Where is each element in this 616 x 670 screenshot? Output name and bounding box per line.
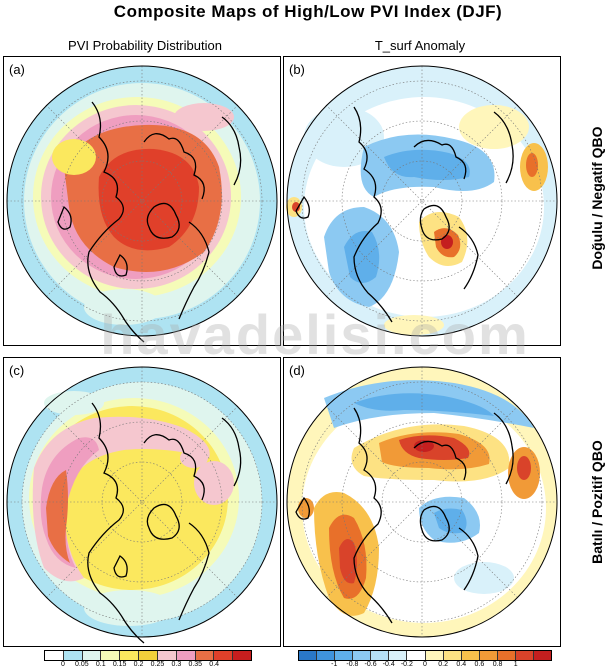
panel-d-label: (d)	[289, 363, 305, 378]
colorbar-pvi-swatch	[233, 651, 251, 660]
watermark: havadelisi.com	[100, 303, 530, 366]
colorbar-pvi-swatch	[139, 651, 158, 660]
colorbar-pvi-tick-label: 0.15	[112, 661, 127, 668]
colorbar-pvi-swatch	[45, 651, 64, 660]
panel-c-label: (c)	[9, 363, 25, 378]
colorbar-tsurf-tick-label: 0.2	[438, 661, 449, 668]
colorbar-pvi-probability	[44, 650, 252, 661]
colorbar-pvi-swatch	[120, 651, 140, 660]
colorbar-tsurf-tick-label: -0.8	[346, 661, 359, 668]
colorbar-pvi-tick-label: 0.2	[133, 661, 144, 668]
colorbar-pvi-swatch	[157, 651, 177, 660]
panel-a-pvi-probability: (a)	[3, 56, 281, 346]
colorbar-tsurf-swatch	[353, 651, 372, 660]
colorbar-pvi-ticks: 0 0.05 0.1 0.15 0.2 0.25 0.3 0.35 0.4	[44, 661, 250, 670]
colorbar-tsurf-swatch	[479, 651, 498, 660]
colorbar-tsurf-tick-label: 0.8	[492, 661, 503, 668]
colorbar-tsurf-swatch	[497, 651, 516, 660]
colorbar-pvi-swatch	[101, 651, 121, 660]
colorbar-tsurf-tick-label: 0	[423, 661, 427, 668]
colorbar-tsurf-swatch	[389, 651, 408, 660]
colorbar-tsurf-tick-label: -0.2	[400, 661, 413, 668]
colorbar-tsurf-swatch	[317, 651, 336, 660]
colorbar-tsurf-anomaly	[298, 650, 552, 661]
column-header-left: PVI Probability Distribution	[68, 38, 222, 53]
colorbar-pvi-tick-label: 0.25	[150, 661, 165, 668]
colorbar-tsurf-swatch	[534, 651, 552, 660]
colorbar-pvi-swatch	[82, 651, 102, 660]
colorbar-tsurf-tick-label: -0.6	[364, 661, 377, 668]
colorbar-tsurf-swatch	[425, 651, 444, 660]
colorbar-pvi-tick-label: 0	[60, 661, 65, 668]
colorbar-tsurf-swatch	[299, 651, 318, 660]
colorbar-pvi-swatch	[214, 651, 234, 660]
colorbar-pvi-tick-label: 0.4	[209, 661, 220, 668]
panel-d-tsurf-anomaly: (d)	[283, 357, 561, 647]
colorbar-tsurf-tick-label: 0.4	[456, 661, 467, 668]
panel-d-map	[286, 366, 558, 638]
colorbar-tsurf-swatch	[515, 651, 535, 660]
panel-a-map	[6, 65, 278, 343]
colorbar-pvi-tick-label: 0.1	[95, 661, 106, 668]
colorbar-tsurf-swatch	[461, 651, 480, 660]
colorbar-tsurf-tick-label: 1	[513, 661, 518, 668]
panel-c-pvi-probability: (c)	[3, 357, 281, 647]
figure-title: Composite Maps of High/Low PVI Index (DJ…	[113, 2, 503, 21]
colorbar-tsurf-swatch	[335, 651, 354, 660]
colorbar-tsurf-tick-label: -0.4	[382, 661, 395, 668]
colorbar-tsurf-swatch	[443, 651, 462, 660]
panel-b-label: (b)	[289, 62, 305, 77]
colorbar-pvi-tick-label: 0.05	[75, 661, 89, 668]
colorbar-pvi-swatch	[63, 651, 83, 660]
colorbar-tsurf-swatch	[371, 651, 390, 660]
colorbar-pvi-tick-label: 0.35	[188, 661, 203, 668]
colorbar-tsurf-swatch	[407, 651, 426, 660]
panel-b-map	[286, 65, 558, 337]
row-label-bottom: Batılı / Pozitif QBO	[589, 440, 605, 564]
colorbar-pvi-tick-label: 0.3	[171, 661, 182, 668]
column-header-right: T_surf Anomaly	[374, 38, 466, 53]
colorbar-pvi-swatch	[195, 651, 215, 660]
panel-c-map	[6, 366, 278, 644]
colorbar-tsurf-tick-label: -1	[331, 661, 338, 668]
colorbar-tsurf-ticks: -1 -0.8 -0.6 -0.4 -0.2 0 0.2 0.4 0.6 0.8 1	[298, 661, 550, 670]
panel-a-label: (a)	[9, 62, 25, 77]
colorbar-pvi-swatch	[176, 651, 196, 660]
colorbar-tsurf-tick-label: 0.6	[474, 661, 485, 668]
panel-b-tsurf-anomaly: (b)	[283, 56, 561, 346]
row-label-top: Doğulu / Negatif QBO	[589, 126, 605, 270]
